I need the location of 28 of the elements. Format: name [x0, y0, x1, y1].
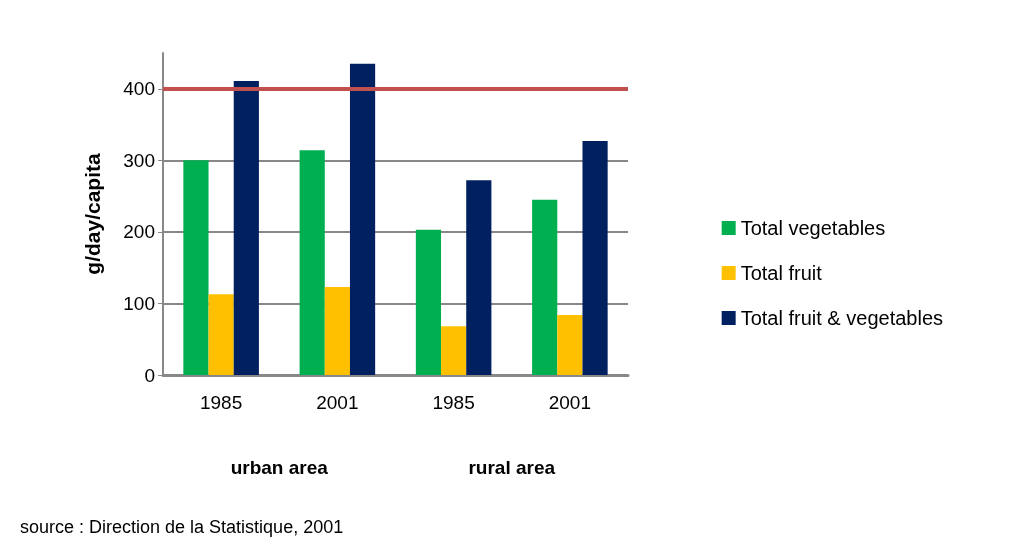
- text: urban area: [230, 457, 329, 478]
- x-tick-label: 2001: [548, 392, 592, 413]
- y-tick-label: 200: [123, 221, 155, 243]
- y-tick-label: 400: [123, 78, 155, 100]
- bar: [532, 199, 558, 375]
- x-tick-label: 1985: [432, 392, 475, 413]
- y-tick-label: 300: [123, 149, 155, 171]
- source-note: source : Direction de la Statistique, 2001: [20, 517, 344, 537]
- x-tick-label: 2001: [316, 392, 359, 413]
- text: rural area: [468, 457, 556, 478]
- bar: [299, 150, 325, 375]
- bar: [324, 286, 350, 375]
- y-tick-label: 0: [144, 364, 155, 386]
- bar: [582, 141, 608, 375]
- bar: [441, 326, 467, 375]
- bar: [415, 229, 442, 375]
- legend-label: Total fruit: [740, 262, 823, 284]
- bar: [349, 63, 376, 375]
- bar: [183, 160, 209, 375]
- bar: [233, 80, 259, 375]
- y-axis-title: g/day/capita: [81, 153, 104, 275]
- x-tick-label: 1985: [199, 392, 243, 413]
- legend-label: Total fruit & vegetables: [740, 307, 944, 329]
- bar: [557, 314, 583, 375]
- bar: [208, 294, 234, 375]
- y-tick-label: 100: [123, 292, 155, 314]
- legend-label: Total vegetables: [740, 217, 886, 239]
- bar: [466, 180, 492, 375]
